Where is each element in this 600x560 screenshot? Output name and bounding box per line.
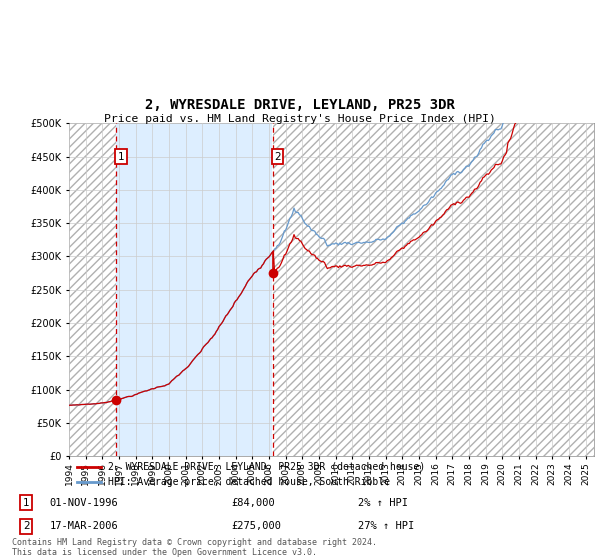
Bar — [69, 123, 116, 456]
Text: 2% ↑ HPI: 2% ↑ HPI — [358, 498, 407, 508]
Text: Price paid vs. HM Land Registry's House Price Index (HPI): Price paid vs. HM Land Registry's House … — [104, 114, 496, 124]
Text: 2, WYRESDALE DRIVE, LEYLAND, PR25 3DR (detached house): 2, WYRESDALE DRIVE, LEYLAND, PR25 3DR (d… — [109, 462, 425, 472]
Text: £275,000: £275,000 — [231, 521, 281, 531]
Text: £84,000: £84,000 — [231, 498, 275, 508]
Bar — [272, 123, 594, 456]
Text: 01-NOV-1996: 01-NOV-1996 — [49, 498, 118, 508]
Text: 2: 2 — [23, 521, 30, 531]
Text: 2, WYRESDALE DRIVE, LEYLAND, PR25 3DR: 2, WYRESDALE DRIVE, LEYLAND, PR25 3DR — [145, 98, 455, 112]
Bar — [116, 123, 272, 456]
Text: 27% ↑ HPI: 27% ↑ HPI — [358, 521, 414, 531]
Text: 2: 2 — [274, 152, 281, 161]
Text: 17-MAR-2006: 17-MAR-2006 — [49, 521, 118, 531]
Text: Contains HM Land Registry data © Crown copyright and database right 2024.
This d: Contains HM Land Registry data © Crown c… — [12, 538, 377, 557]
Text: HPI: Average price, detached house, South Ribble: HPI: Average price, detached house, Sout… — [109, 477, 391, 487]
Text: 1: 1 — [118, 152, 124, 161]
Text: 1: 1 — [23, 498, 30, 508]
